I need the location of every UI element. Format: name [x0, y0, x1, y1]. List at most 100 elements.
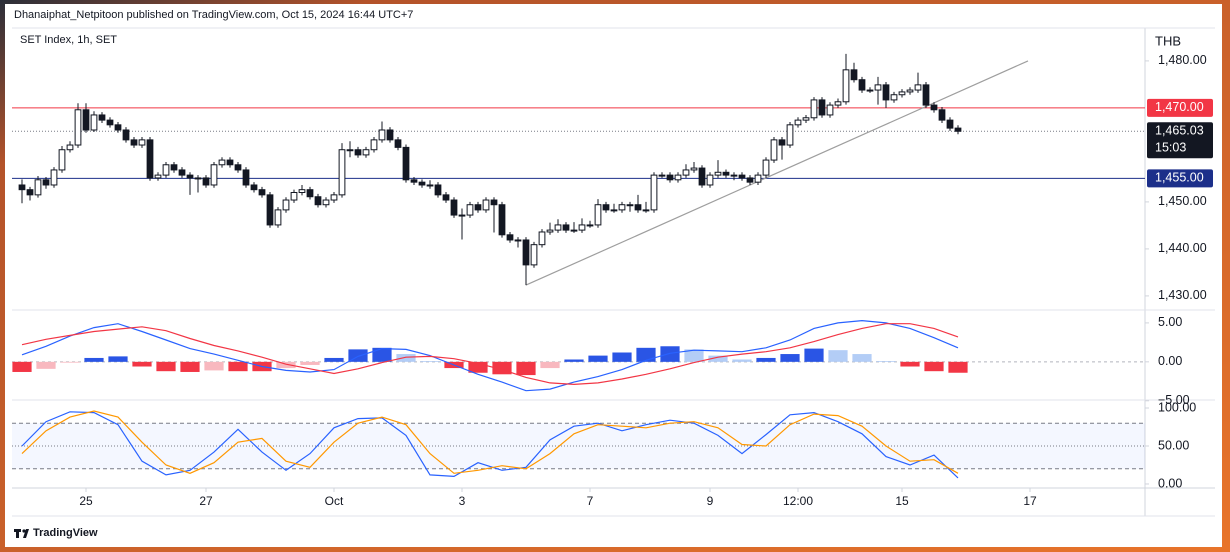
candle-body	[234, 164, 242, 171]
candle-body	[898, 91, 906, 96]
macd-histogram-bar	[876, 361, 896, 362]
candle-body	[242, 169, 250, 186]
x-tick-label: 12:00	[783, 494, 813, 508]
candle-body	[626, 204, 634, 207]
macd-histogram-bar	[828, 350, 848, 362]
y-tick-label: 1,430.00	[1158, 288, 1207, 302]
candle-body	[434, 184, 442, 196]
candle-body	[266, 194, 274, 226]
stoch-line	[21, 411, 959, 479]
candle-body	[690, 167, 698, 171]
macd-histogram-bar	[852, 354, 872, 362]
candle-body	[562, 224, 570, 231]
candle-body	[594, 204, 602, 226]
brand: TradingView	[33, 527, 98, 539]
candle-body	[674, 174, 682, 181]
candle-body	[586, 224, 594, 227]
candle-body	[322, 199, 330, 206]
y-tick-label: 1,450.00	[1158, 194, 1207, 208]
candle-body	[570, 229, 578, 232]
candle-body	[802, 117, 810, 121]
macd-histogram-bar	[564, 359, 584, 362]
candle-body	[130, 139, 138, 146]
macd-histogram-bar	[324, 357, 344, 362]
candle-body	[346, 149, 354, 152]
candle-body	[634, 204, 642, 211]
macd-histogram-bar	[396, 354, 416, 362]
candle-body	[714, 171, 722, 176]
candle-body	[882, 84, 890, 101]
candle-body	[194, 177, 202, 180]
candle-body	[818, 99, 826, 116]
candle-body	[298, 189, 306, 193]
candle-body	[330, 194, 338, 201]
macd-histogram-bar	[300, 361, 320, 365]
candle-body	[538, 231, 546, 246]
candle-body	[794, 119, 802, 126]
x-tick-label: 3	[459, 494, 466, 508]
macd-histogram-bar	[372, 347, 392, 362]
macd-line	[21, 319, 959, 392]
candle-body	[26, 189, 34, 196]
macd-histogram-bar	[684, 349, 704, 362]
macd-histogram-bar	[732, 359, 752, 362]
candle-body	[906, 89, 914, 93]
candle-body	[338, 149, 346, 196]
y-tick-label: 1,440.00	[1158, 241, 1207, 255]
price-tag-label: 1,470.00	[1155, 100, 1204, 114]
published-note: Dhanaiphat_Netpitoon published on Tradin…	[14, 9, 413, 21]
candle-body	[554, 224, 562, 231]
candle-body	[386, 129, 394, 141]
candle-body	[202, 177, 210, 186]
macd-histogram-bar	[108, 356, 128, 362]
symbol-legend: SET Index, 1h, SET	[20, 34, 117, 46]
candle-body	[474, 204, 482, 211]
candle-body	[18, 184, 26, 191]
candle-body	[426, 184, 434, 187]
macd-histogram-bar	[924, 361, 944, 372]
candle-body	[138, 139, 146, 146]
candle-body	[34, 179, 42, 196]
candle-body	[938, 109, 946, 121]
candle-body	[930, 104, 938, 111]
x-tick-label: 15	[895, 494, 909, 508]
candle-body	[218, 159, 226, 166]
macd-histogram-bar	[228, 361, 248, 372]
candle-body	[746, 177, 754, 183]
candle-body	[642, 209, 650, 212]
candle-body	[466, 204, 474, 216]
y-tick-label: 50.00	[1158, 438, 1189, 452]
macd-histogram-bar	[204, 361, 224, 371]
candle-body	[378, 129, 386, 141]
candle-body	[154, 174, 162, 179]
candle-body	[770, 139, 778, 161]
macd-histogram-bar	[36, 361, 56, 369]
x-tick-label: 9	[707, 494, 714, 508]
candle-body	[618, 204, 626, 211]
candle-body	[274, 209, 282, 226]
candle-body	[258, 189, 266, 196]
candle-body	[610, 209, 618, 212]
candle-body	[762, 159, 770, 176]
x-tick-label: 17	[1023, 494, 1037, 508]
candle-body	[74, 109, 82, 146]
x-tick-label: 7	[587, 494, 594, 508]
candle-body	[362, 149, 370, 156]
macd-histogram-bar	[540, 361, 560, 369]
candle-body	[578, 224, 586, 231]
macd-histogram-bar	[60, 361, 80, 363]
candle-body	[810, 99, 818, 119]
candle-body	[458, 214, 466, 217]
candle-body	[394, 139, 402, 148]
candle-body	[42, 179, 50, 186]
candle-body	[186, 174, 194, 179]
candle-body	[754, 174, 762, 183]
macd-histogram-bar	[900, 361, 920, 367]
candle-body	[778, 139, 786, 146]
candle-body	[402, 146, 410, 181]
candle-body	[706, 174, 714, 186]
candle-body	[658, 174, 666, 177]
macd-histogram-bar	[780, 354, 800, 362]
candle-body	[498, 204, 506, 236]
